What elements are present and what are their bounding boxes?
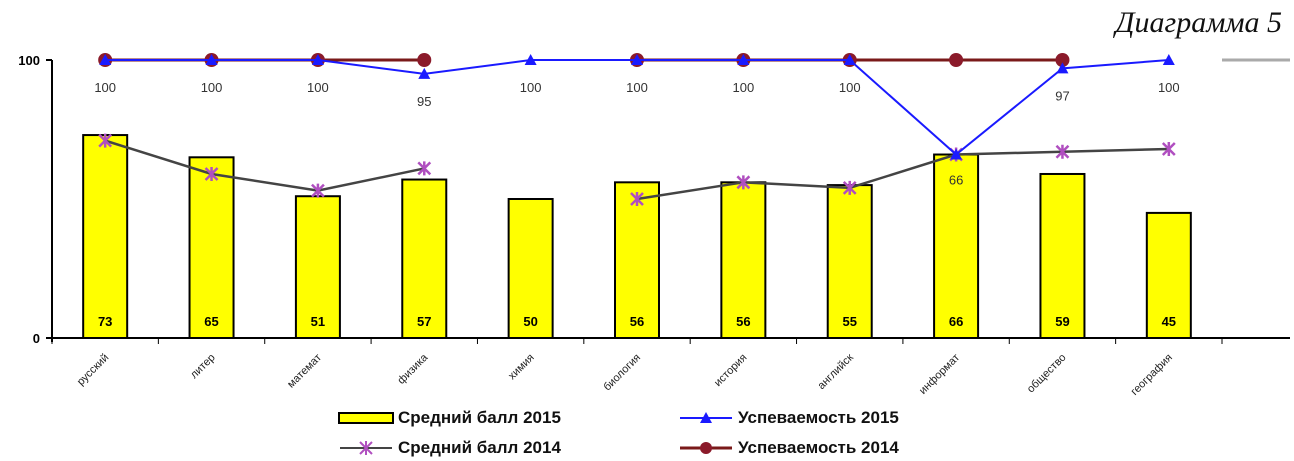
legend-label: Средний балл 2015 [398, 408, 561, 427]
point-marker-triangle [950, 148, 963, 160]
x-tick-label: химия [506, 352, 537, 383]
x-tick-label: география [1129, 352, 1175, 398]
line-value-label: 100 [307, 80, 329, 95]
x-tick-label: математ [285, 352, 324, 391]
line-value-label: 100 [520, 80, 542, 95]
bar-value-label: 66 [949, 314, 963, 329]
line-value-label: 100 [839, 80, 861, 95]
line-value-label: 100 [733, 80, 755, 95]
line-value-label: 100 [1158, 80, 1180, 95]
bar-value-label: 50 [523, 314, 537, 329]
point-marker-circle [417, 53, 432, 67]
x-tick-label: русский [75, 352, 111, 388]
diagram-caption: Диаграмма 5 [1115, 6, 1282, 39]
bar-value-label: 73 [98, 314, 112, 329]
line-value-label: 66 [949, 173, 963, 188]
legend-item-pass-2014: Успеваемость 2014 [678, 438, 899, 458]
point-marker-triangle [631, 54, 643, 65]
bar-value-label: 55 [842, 314, 856, 329]
x-tick-label: информат [917, 352, 962, 397]
x-tick-label: биология [601, 352, 643, 394]
x-tick-label: физика [395, 351, 431, 387]
line-value-label: 100 [94, 80, 116, 95]
bar [614, 181, 660, 339]
point-marker-triangle [524, 54, 537, 65]
point-marker-triangle [843, 54, 856, 65]
point-marker-star [311, 183, 325, 198]
bar [720, 181, 767, 339]
line-value-label: 97 [1055, 88, 1069, 103]
bar [401, 178, 448, 339]
point-marker-star [736, 175, 751, 190]
bar-value-label: 45 [1162, 314, 1176, 329]
legend-label: Средний балл 2014 [398, 438, 561, 457]
series-line-score-2014 [104, 139, 425, 192]
bar-value-label: 51 [311, 314, 325, 329]
bar-value-label: 56 [736, 314, 750, 329]
legend-label: Успеваемость 2014 [738, 438, 899, 457]
line-value-label: 100 [201, 80, 223, 95]
point-marker-triangle [205, 54, 218, 65]
point-marker-star [630, 192, 644, 206]
line-value-label: 100 [626, 80, 648, 95]
bar-value-label: 57 [417, 314, 431, 329]
bar [1039, 172, 1086, 339]
point-marker-triangle [99, 54, 112, 65]
point-marker-triangle [1162, 54, 1175, 65]
x-tick-label: литер [188, 352, 217, 381]
legend-swatch-star-line-icon [340, 441, 392, 455]
point-marker-triangle [1056, 62, 1069, 74]
legend-item-pass-2015: Успеваемость 2015 [678, 408, 899, 428]
series-line-score-2014 [636, 147, 1169, 201]
point-marker-star [1055, 144, 1070, 159]
point-marker-circle [1055, 53, 1070, 67]
point-marker-triangle [418, 67, 431, 79]
point-marker-star [98, 133, 113, 148]
bar-value-label: 59 [1055, 314, 1069, 329]
x-tick-label: общество [1025, 352, 1069, 396]
line-value-label: 95 [417, 94, 431, 109]
bar [507, 198, 554, 339]
y-tick-label: 100 [18, 53, 40, 68]
point-marker-circle [949, 53, 964, 67]
legend-swatch-circle-line-icon [680, 442, 732, 454]
point-marker-star [842, 180, 857, 195]
legend-swatch-bar-icon [338, 412, 394, 424]
legend-label: Успеваемость 2015 [738, 408, 899, 427]
legend-item-bar-2015: Средний балл 2015 [338, 408, 561, 428]
point-marker-triangle [311, 54, 324, 65]
y-tick-label: 0 [33, 331, 40, 346]
point-marker-triangle [737, 54, 750, 65]
bar-value-label: 65 [204, 314, 218, 329]
bar [188, 156, 235, 339]
bar [1145, 211, 1192, 339]
legend-item-score-2014: Средний балл 2014 [338, 438, 561, 458]
point-marker-star [1161, 141, 1176, 156]
x-tick-label: история [712, 352, 749, 389]
point-marker-star [204, 166, 219, 181]
point-marker-star [417, 161, 432, 176]
x-tick-label: английск [816, 352, 856, 392]
bar [933, 153, 980, 339]
bar [82, 134, 129, 339]
bar-value-label: 56 [630, 314, 644, 329]
series-line-pass-2015 [105, 59, 1169, 156]
legend: Средний балл 2015 Средний балл 2014 Успе… [338, 400, 1038, 460]
legend-swatch-triangle-line-icon [680, 412, 732, 423]
